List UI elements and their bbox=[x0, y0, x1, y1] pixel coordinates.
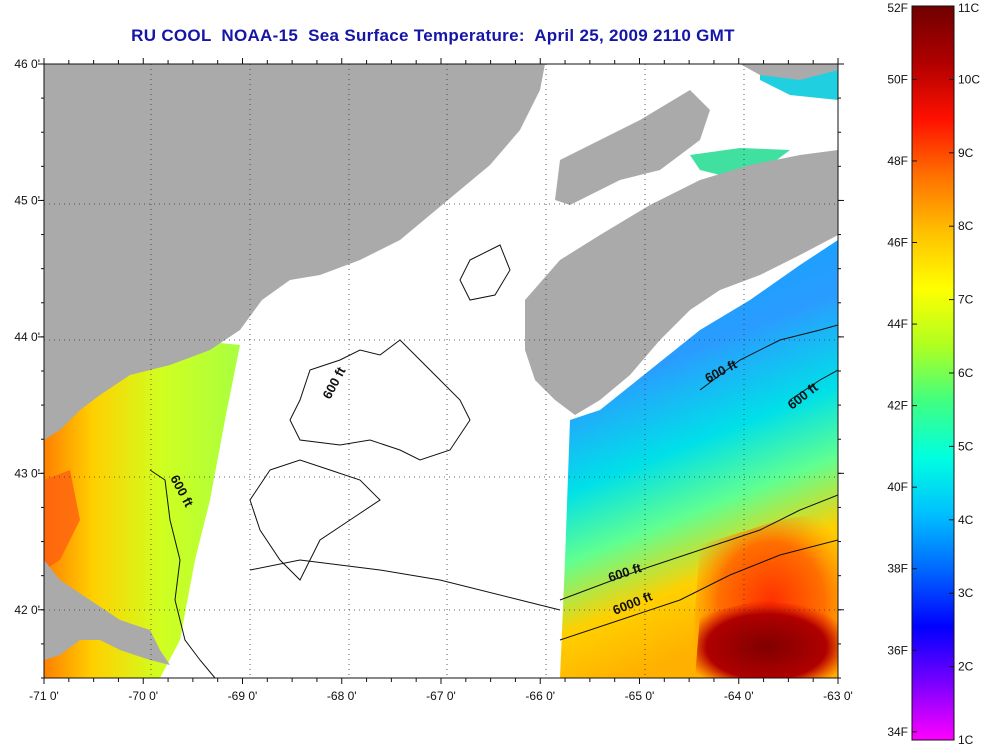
contour-600ft-shelf bbox=[559, 494, 838, 601]
map-title: RU COOL NOAA-15 Sea Surface Temperature:… bbox=[131, 26, 735, 45]
land-new-england bbox=[44, 64, 545, 440]
colorbar-f-label: 48F bbox=[887, 154, 908, 168]
colorbar-c-label: 11C bbox=[958, 1, 979, 15]
bathymetry-contours bbox=[149, 244, 838, 678]
x-axis: -71 0' -70 0' -69 0' -68 0' -67 0' -66 0' -65 … bbox=[29, 58, 853, 703]
colorbar-scale bbox=[911, 5, 955, 741]
land-nova-scotia bbox=[525, 150, 838, 415]
colorbar: 11C 10C 9C 8C 7C 6C 5C 4C 3C 2C 1C 52F 50F 48F 46F 44F 4… bbox=[887, 1, 980, 747]
sst-fundy-patch bbox=[690, 148, 790, 175]
colorbar-f-label: 40F bbox=[887, 480, 908, 494]
contour-fundy bbox=[459, 244, 511, 301]
x-tick-label: -63 0' bbox=[823, 689, 853, 703]
x-tick-label: -65 0' bbox=[625, 689, 655, 703]
colorbar-c-label: 6C bbox=[958, 366, 974, 380]
colorbar-f-label: 36F bbox=[887, 643, 908, 657]
y-axis: 42 0' 43 0' 44 0' 45 0' 46 0' bbox=[14, 57, 844, 679]
colorbar-c-label: 9C bbox=[958, 146, 974, 160]
y-tick-label: 42 0' bbox=[14, 603, 40, 617]
contour-600ft-east bbox=[699, 324, 838, 391]
y-tick-label: 46 0' bbox=[14, 57, 40, 71]
contour-600ft-ne bbox=[789, 369, 838, 401]
colorbar-f-label: 42F bbox=[887, 399, 908, 413]
colorbar-c-label: 2C bbox=[958, 660, 974, 674]
colorbar-f-label: 38F bbox=[887, 562, 908, 576]
x-tick-label: -66 0' bbox=[525, 689, 555, 703]
colorbar-c-label: 4C bbox=[958, 513, 974, 527]
colorbar-c-label: 1C bbox=[958, 733, 974, 747]
x-tick-label: -71 0' bbox=[29, 689, 59, 703]
land-cape-cod bbox=[44, 560, 170, 665]
colorbar-f-label: 44F bbox=[887, 317, 908, 331]
x-tick-label: -69 0' bbox=[228, 689, 258, 703]
sst-warm-coast-west bbox=[44, 470, 80, 570]
x-tick-label: -64 0' bbox=[724, 689, 754, 703]
contour-600ft-basin-2 bbox=[249, 459, 381, 581]
colorbar-f-label: 52F bbox=[887, 1, 908, 15]
y-tick-label: 45 0' bbox=[14, 193, 40, 207]
colorbar-f-label: 46F bbox=[887, 236, 908, 250]
x-tick-label: -70 0' bbox=[128, 689, 158, 703]
plot-area bbox=[44, 64, 838, 678]
y-tick-label: 43 0' bbox=[14, 466, 40, 480]
land-new-brunswick bbox=[555, 64, 838, 205]
colorbar-f-label: 34F bbox=[887, 725, 908, 739]
x-tick-label: -68 0' bbox=[327, 689, 357, 703]
contour-6000ft bbox=[559, 539, 838, 641]
sst-western-gulf bbox=[44, 335, 240, 678]
colorbar-c-label: 3C bbox=[958, 586, 974, 600]
contour-600ft-basin bbox=[289, 339, 471, 461]
contour-600ft-georges bbox=[249, 559, 561, 611]
colorbar-c-label: 10C bbox=[958, 72, 980, 86]
sst-hot-core bbox=[695, 600, 838, 678]
y-tick-label: 44 0' bbox=[14, 330, 40, 344]
colorbar-c-label: 5C bbox=[958, 439, 974, 453]
x-tick-label: -67 0' bbox=[426, 689, 456, 703]
contour-600ft-west bbox=[149, 469, 216, 678]
colorbar-c-label: 7C bbox=[958, 293, 974, 307]
colorbar-c-label: 8C bbox=[958, 219, 974, 233]
colorbar-f-label: 50F bbox=[887, 72, 908, 86]
